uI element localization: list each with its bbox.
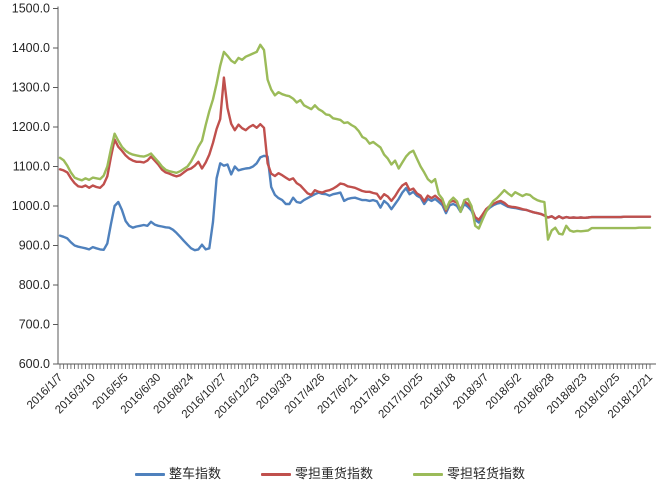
y-tick-label: 700.0 (19, 318, 50, 332)
legend-item-truckload-index: 整车指数 (134, 464, 221, 484)
legend-item-ltl-heavy-index: 零担重货指数 (260, 464, 373, 484)
ltl-heavy-series-swatch (260, 472, 291, 476)
legend-label-ltl-heavy: 零担重货指数 (294, 466, 373, 481)
y-tick-label: 600.0 (19, 357, 50, 371)
line-chart-container: 600.0 700.0 800.0 900.0 1000.0 1100.0 1200.0 13… (12, 2, 656, 421)
x-axis-ticks (59, 364, 651, 369)
y-tick-label: 1100.0 (13, 160, 50, 174)
y-tick-label: 800.0 (19, 278, 50, 292)
series-line-2 (58, 43, 652, 241)
ltl-light-series-swatch (413, 472, 443, 476)
y-tick-label: 1500.0 (12, 2, 50, 16)
legend-label-ltl-light: 零担轻货指数 (447, 466, 526, 481)
y-axis-ticks (53, 8, 58, 365)
y-tick-label: 1300.0 (12, 81, 50, 95)
y-tick-label: 900.0 (19, 239, 50, 253)
y-axis-labels: 600.0 700.0 800.0 900.0 1000.0 1100.0 1200.0 13… (12, 2, 50, 372)
series-line-1 (58, 76, 652, 222)
x-axis-labels: 2016/1/72016/3/102016/5/52016/6/302016/8… (25, 371, 655, 421)
truckload-series-swatch (134, 472, 165, 476)
y-tick-label: 1000.0 (12, 199, 50, 213)
series-line-0 (58, 154, 652, 252)
chart-legend: 整车指数 零担重货指数 零担轻货指数 (0, 464, 660, 484)
legend-item-ltl-light-index: 零担轻货指数 (413, 464, 525, 484)
legend-label-truckload: 整车指数 (168, 466, 221, 481)
axes (57, 6, 656, 365)
y-tick-label: 1200.0 (12, 120, 50, 134)
line-chart: 600.0 700.0 800.0 900.0 1000.0 1100.0 1200.0 13… (12, 2, 656, 421)
y-tick-label: 1400.0 (12, 41, 50, 55)
